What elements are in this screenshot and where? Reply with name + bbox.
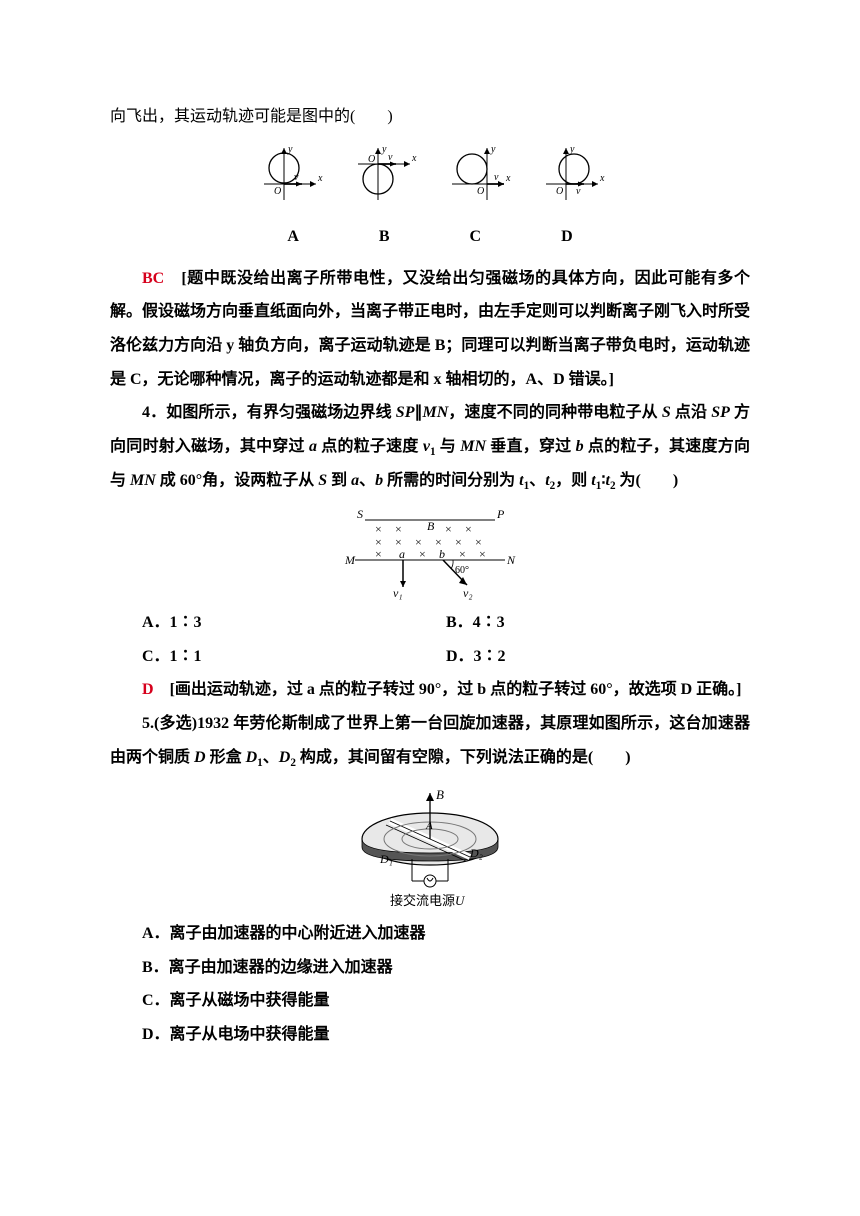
q4-optD: D．3∶2 xyxy=(446,640,750,674)
svg-text:x: x xyxy=(505,173,511,184)
q5-optA: A．离子由加速器的中心附近进入加速器 xyxy=(142,917,750,951)
q5-stem: 5.(多选)1932 年劳伦斯制成了世界上第一台回旋加速器，其原理如图所示，这台… xyxy=(110,707,750,775)
svg-text:v₂: v₂ xyxy=(463,586,473,600)
svg-text:x: x xyxy=(599,173,605,184)
q3-fig-B: x y O v xyxy=(348,142,418,217)
q3-label-D: D xyxy=(561,220,573,254)
svg-text:B: B xyxy=(427,519,435,533)
svg-text:y: y xyxy=(287,144,293,155)
svg-text:接交流电源U: 接交流电源U xyxy=(390,893,466,908)
q4-optC: C．1∶1 xyxy=(142,640,446,674)
svg-text:A: A xyxy=(425,820,433,832)
q5-optD: D．离子从电场中获得能量 xyxy=(142,1018,750,1052)
svg-text:B: B xyxy=(436,787,444,802)
svg-text:y: y xyxy=(490,144,496,155)
q3-figure-row: x y O v x y O v x xyxy=(110,142,750,217)
svg-text:O: O xyxy=(368,154,375,165)
svg-text:D₂: D₂ xyxy=(469,846,483,860)
q4-options-row2: C．1∶1 D．3∶2 xyxy=(142,640,750,674)
svg-text:×: × xyxy=(479,547,486,561)
svg-text:y: y xyxy=(381,144,387,155)
q3-explanation: BC [题中既没给出离子所带电性，又没给出匀强磁场的具体方向，因此可能有多个解。… xyxy=(110,262,750,396)
svg-text:v: v xyxy=(494,172,499,183)
svg-text:N: N xyxy=(506,553,516,567)
svg-text:b: b xyxy=(439,547,445,561)
svg-text:×: × xyxy=(375,522,382,536)
q4-options-row1: A．1∶3 B．4∶3 xyxy=(142,606,750,640)
svg-text:v: v xyxy=(294,172,299,183)
svg-text:S: S xyxy=(357,507,363,521)
q3-fig-A: x y O v xyxy=(254,142,324,217)
svg-text:×: × xyxy=(459,547,466,561)
q4-stem: 4．如图所示，有界匀强磁场边界线 SP∥MN，速度不同的同种带电粒子从 S 点沿… xyxy=(110,396,750,499)
svg-text:×: × xyxy=(465,522,472,536)
q4-optB: B．4∶3 xyxy=(446,606,750,640)
q3-label-B: B xyxy=(379,220,390,254)
svg-text:×: × xyxy=(445,522,452,536)
q3-fig-C: x y O v xyxy=(442,142,512,217)
svg-text:P: P xyxy=(496,507,505,521)
svg-text:O: O xyxy=(274,186,281,197)
svg-text:x: x xyxy=(411,153,417,164)
svg-text:60°: 60° xyxy=(455,565,469,576)
q4-figure: S P M N ××B×× ×××××× ×a×b×× v₁ 60° v₂ xyxy=(110,505,750,600)
q3-answer-key: BC xyxy=(142,270,164,287)
q4-optA: A．1∶3 xyxy=(142,606,446,640)
svg-text:v: v xyxy=(576,186,581,197)
q4-explanation: D [画出运动轨迹，过 a 点的粒子转过 90°，过 b 点的粒子转过 60°，… xyxy=(110,673,750,707)
q3-label-C: C xyxy=(470,220,482,254)
q4-answer-key: D xyxy=(142,681,154,698)
q3-fig-D: x y O v xyxy=(536,142,606,217)
svg-text:O: O xyxy=(556,186,563,197)
svg-text:×: × xyxy=(375,547,382,561)
svg-text:O: O xyxy=(477,186,484,197)
svg-text:×: × xyxy=(419,547,426,561)
svg-text:D₁: D₁ xyxy=(379,852,393,866)
svg-text:y: y xyxy=(569,144,575,155)
q3-label-row: A B C D xyxy=(110,220,750,254)
svg-text:v: v xyxy=(388,152,393,163)
q3-stem-tail: 向飞出，其运动轨迹可能是图中的( ) xyxy=(110,100,750,134)
q5-optC: C．离子从磁场中获得能量 xyxy=(142,984,750,1018)
q5-figure: B A D₁ D₂ 接交流电源U xyxy=(110,781,750,911)
q3-label-A: A xyxy=(287,220,299,254)
svg-text:M: M xyxy=(344,553,356,567)
svg-text:x: x xyxy=(317,173,323,184)
svg-text:×: × xyxy=(395,522,402,536)
svg-text:v₁: v₁ xyxy=(393,586,403,600)
q5-optB: B．离子由加速器的边缘进入加速器 xyxy=(142,951,750,985)
svg-text:a: a xyxy=(399,547,405,561)
